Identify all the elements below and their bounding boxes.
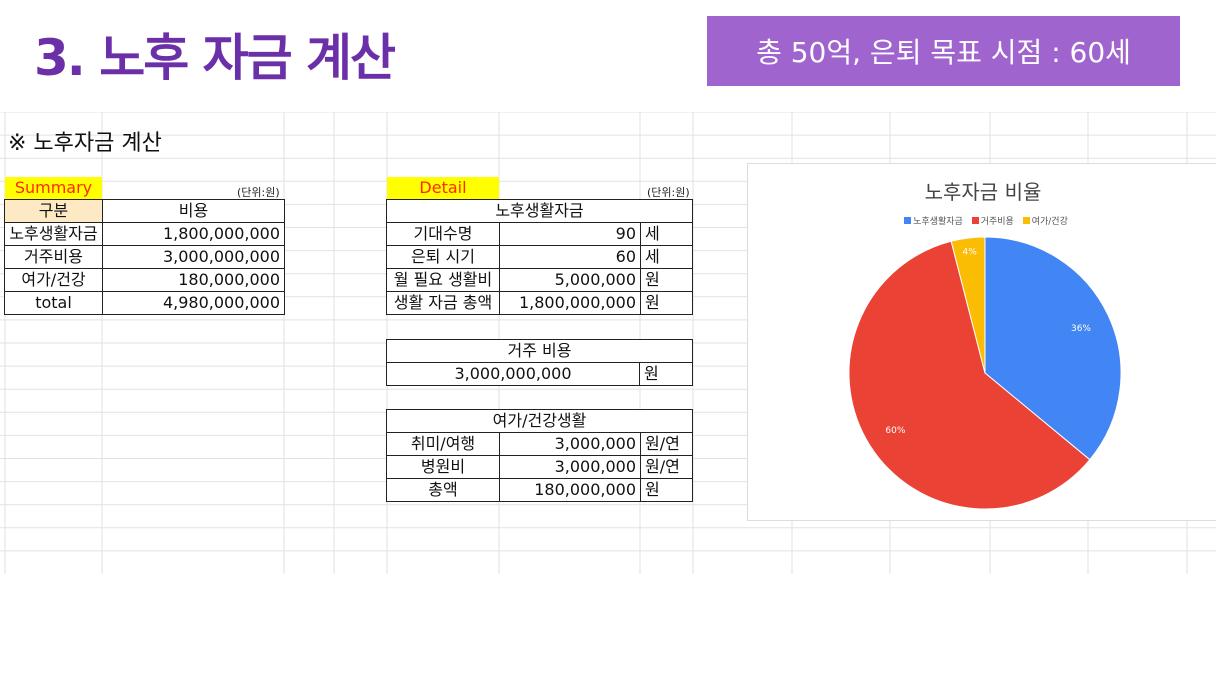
pie-label: 60% bbox=[885, 426, 905, 436]
housing-value: 3,000,000,000 bbox=[386, 362, 640, 386]
table-row: 취미/여행 3,000,000 원/연 bbox=[386, 432, 693, 456]
cell: 3,000,000 bbox=[499, 455, 641, 479]
table-row: 총액 180,000,000 원 bbox=[386, 478, 693, 502]
cell: 원 bbox=[640, 478, 693, 502]
legend-item: 여가/건강 bbox=[1031, 217, 1068, 227]
table-row: 기대수명 90 세 bbox=[386, 222, 693, 246]
summary-unit: (단위:원) bbox=[237, 186, 280, 199]
table-row: 병원비 3,000,000 원/연 bbox=[386, 455, 693, 479]
cell: 거주비용 bbox=[4, 245, 103, 269]
legend-swatch bbox=[971, 217, 979, 224]
legend-item: 거주비용 bbox=[980, 217, 1014, 227]
cell: 세 bbox=[640, 222, 693, 246]
cell: 여가/건강 bbox=[4, 268, 103, 292]
cell: 180,000,000 bbox=[499, 478, 641, 502]
detail-unit: (단위:원) bbox=[647, 186, 690, 199]
pie-slice-0 bbox=[984, 236, 1122, 461]
housing-title: 거주 비용 bbox=[386, 339, 693, 363]
leisure-title: 여가/건강생활 bbox=[386, 409, 693, 433]
legend-swatch bbox=[904, 217, 912, 224]
cell: 3,000,000 bbox=[499, 432, 641, 456]
cell: 원/연 bbox=[640, 432, 693, 456]
cell: 4,980,000,000 bbox=[102, 291, 285, 315]
pie-label: 4% bbox=[963, 248, 978, 258]
cell: 1,800,000,000 bbox=[102, 222, 285, 246]
housing-unit: 원 bbox=[639, 362, 693, 386]
housing-table: 거주 비용 3,000,000,000 원 bbox=[386, 339, 693, 386]
table-row: 노후생활자금 1,800,000,000 bbox=[4, 222, 285, 246]
table-row: 생활 자금 총액 1,800,000,000 원 bbox=[386, 291, 693, 315]
living-title: 노후생활자금 bbox=[386, 199, 693, 223]
legend-swatch bbox=[1022, 217, 1030, 224]
leisure-table: 여가/건강생활 취미/여행 3,000,000 원/연 병원비 3,000,000 원/… bbox=[386, 409, 693, 502]
table-row: 은퇴 시기 60 세 bbox=[386, 245, 693, 269]
cell: total bbox=[4, 291, 103, 315]
cell: 60 bbox=[499, 245, 641, 269]
cell: 세 bbox=[640, 245, 693, 269]
cell: 총액 bbox=[386, 478, 500, 502]
cell: 월 필요 생활비 bbox=[386, 268, 500, 292]
chart-legend: 노후생활자금 거주비용 여가/건강 bbox=[748, 214, 1216, 227]
cell: 취미/여행 bbox=[386, 432, 500, 456]
cell: 90 bbox=[499, 222, 641, 246]
cell: 원 bbox=[640, 291, 693, 315]
summary-label: Summary bbox=[5, 177, 102, 199]
chart-title: 노후자금 비율 bbox=[924, 180, 1042, 204]
sheet-title: ※ 노후자금 계산 bbox=[8, 131, 162, 156]
pie-chart[interactable]: 노후자금 비율 노후생활자금 거주비용 여가/건강 36% 60% 4% bbox=[747, 163, 1216, 521]
cell: 원 bbox=[640, 268, 693, 292]
table-row: total 4,980,000,000 bbox=[4, 291, 285, 315]
pie-label: 36% bbox=[1071, 324, 1091, 334]
cell: 생활 자금 총액 bbox=[386, 291, 500, 315]
cell: 병원비 bbox=[386, 455, 500, 479]
cell: 3,000,000,000 bbox=[102, 245, 285, 269]
living-table: 노후생활자금 기대수명 90 세 은퇴 시기 60 세 월 필요 생활비 5,000,00… bbox=[386, 199, 693, 315]
page-title: 3. 노후 자금 계산 bbox=[34, 29, 396, 87]
cell: 기대수명 bbox=[386, 222, 500, 246]
cell: 1,800,000,000 bbox=[499, 291, 641, 315]
cell: 원/연 bbox=[640, 455, 693, 479]
header-cost: 비용 bbox=[102, 199, 285, 223]
detail-label: Detail bbox=[387, 177, 499, 199]
pie-plot: 36% 60% 4% bbox=[848, 236, 1122, 510]
table-row: 거주비용 3,000,000,000 bbox=[4, 245, 285, 269]
goal-badge: 총 50억, 은퇴 목표 시점 : 60세 bbox=[707, 16, 1180, 86]
header-category: 구분 bbox=[4, 199, 103, 223]
pie-slice-2 bbox=[950, 236, 986, 374]
pie-slice-1 bbox=[848, 240, 1091, 510]
cell: 노후생활자금 bbox=[4, 222, 103, 246]
cell: 180,000,000 bbox=[102, 268, 285, 292]
legend-item: 노후생활자금 bbox=[913, 217, 963, 227]
summary-table: 구분 비용 노후생활자금 1,800,000,000 거주비용 3,000,000,0… bbox=[4, 199, 285, 315]
table-row: 월 필요 생활비 5,000,000 원 bbox=[386, 268, 693, 292]
cell: 5,000,000 bbox=[499, 268, 641, 292]
cell: 은퇴 시기 bbox=[386, 245, 500, 269]
table-row: 여가/건강 180,000,000 bbox=[4, 268, 285, 292]
